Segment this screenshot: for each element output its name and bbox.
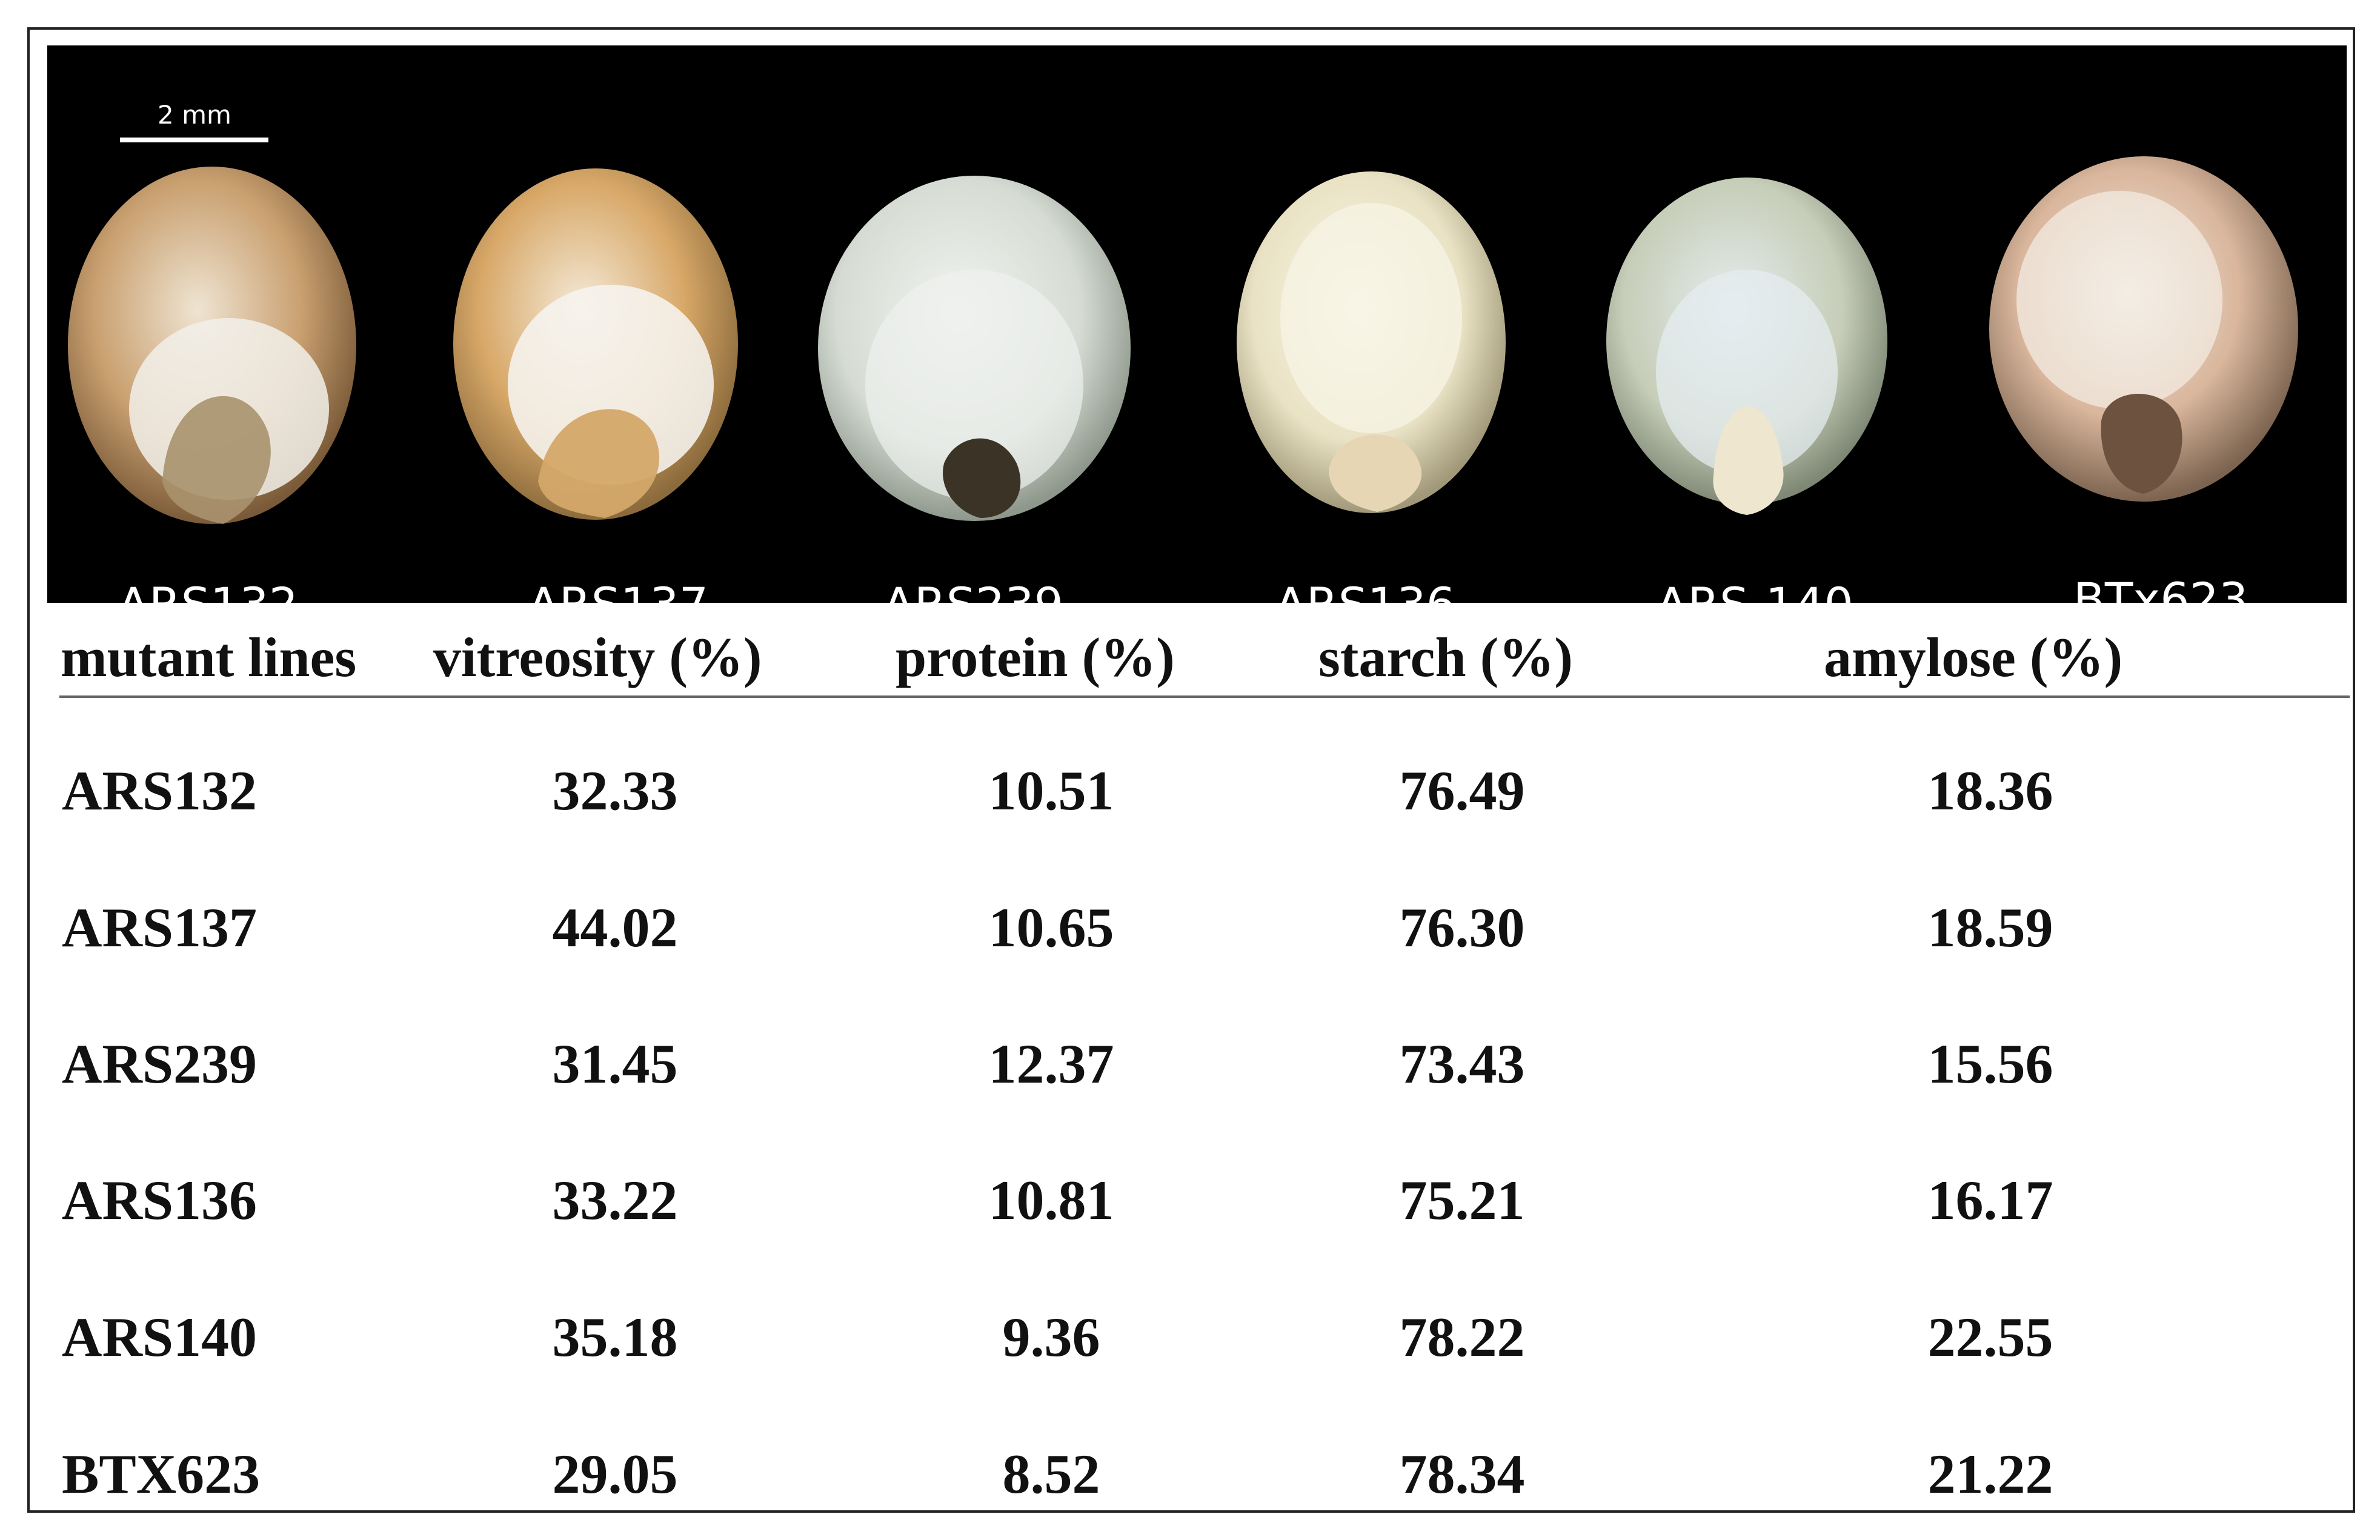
- cell-vitreosity: 32.33: [552, 760, 678, 821]
- row-line-name: ARS140: [62, 1306, 258, 1368]
- row-line-name: ARS132: [62, 760, 258, 821]
- cell-amylose: 18.59: [1927, 897, 2053, 958]
- kernel-label-3: ARS239: [883, 577, 1063, 603]
- header-amylose: amylose (%): [1824, 626, 2123, 688]
- kernel-photo-drawing: [68, 156, 2298, 524]
- kernel-btx623: [1989, 156, 2298, 502]
- cell-protein: 10.51: [988, 760, 1114, 821]
- cell-starch: 76.49: [1399, 760, 1525, 821]
- header-vitreosity: vitreosity (%): [433, 626, 762, 688]
- row-line-name: ARS136: [62, 1169, 258, 1231]
- cell-starch: 78.22: [1399, 1306, 1525, 1368]
- kernel-ars-140: [1606, 178, 1887, 515]
- kernel-ars132: [68, 167, 356, 524]
- cell-amylose: 21.22: [1927, 1443, 2053, 1505]
- cell-protein: 10.65: [988, 897, 1114, 958]
- kernel-label-6: BTx623: [2073, 573, 2249, 603]
- kernel-ars239: [818, 176, 1131, 521]
- cell-protein: 8.52: [1002, 1443, 1100, 1505]
- row-line-name: ARS239: [62, 1033, 258, 1095]
- cell-starch: 78.34: [1399, 1443, 1525, 1505]
- cell-protein: 12.37: [988, 1033, 1114, 1095]
- kernel-label-5: ARS-140: [1656, 577, 1853, 603]
- scale-bar: [120, 138, 268, 142]
- header-rule: [59, 695, 2350, 698]
- cell-vitreosity: 31.45: [552, 1033, 678, 1095]
- cell-amylose: 22.55: [1927, 1306, 2053, 1368]
- cell-protein: 10.81: [988, 1169, 1114, 1231]
- kernel-photo: 2 mm ARS132 ARS137 ARS239 ARS136 ARS-140…: [47, 45, 2347, 603]
- cell-starch: 75.21: [1399, 1169, 1525, 1231]
- kernel-label-2: ARS137: [528, 577, 708, 603]
- kernel-label-4: ARS136: [1275, 577, 1455, 603]
- cell-vitreosity: 44.02: [552, 897, 678, 958]
- kernel-ars137: [453, 168, 738, 520]
- cell-vitreosity: 29.05: [552, 1443, 678, 1505]
- row-line-name: BTX623: [62, 1443, 261, 1505]
- header-starch: starch (%): [1318, 626, 1573, 688]
- cell-amylose: 15.56: [1927, 1033, 2053, 1095]
- kernel-label-1: ARS132: [118, 577, 298, 603]
- scale-label: 2 mm: [158, 100, 231, 130]
- row-line-name: ARS137: [62, 897, 258, 958]
- header-protein: protein (%): [896, 626, 1175, 688]
- cell-vitreosity: 33.22: [552, 1169, 678, 1231]
- kernel-ars136: [1237, 171, 1506, 513]
- header-mutant-lines: mutant lines: [61, 626, 357, 688]
- cell-starch: 76.30: [1399, 897, 1525, 958]
- cell-vitreosity: 35.18: [552, 1306, 678, 1368]
- cell-amylose: 16.17: [1927, 1169, 2053, 1231]
- cell-starch: 73.43: [1399, 1033, 1525, 1095]
- cell-protein: 9.36: [1002, 1306, 1100, 1368]
- cell-amylose: 18.36: [1927, 760, 2053, 821]
